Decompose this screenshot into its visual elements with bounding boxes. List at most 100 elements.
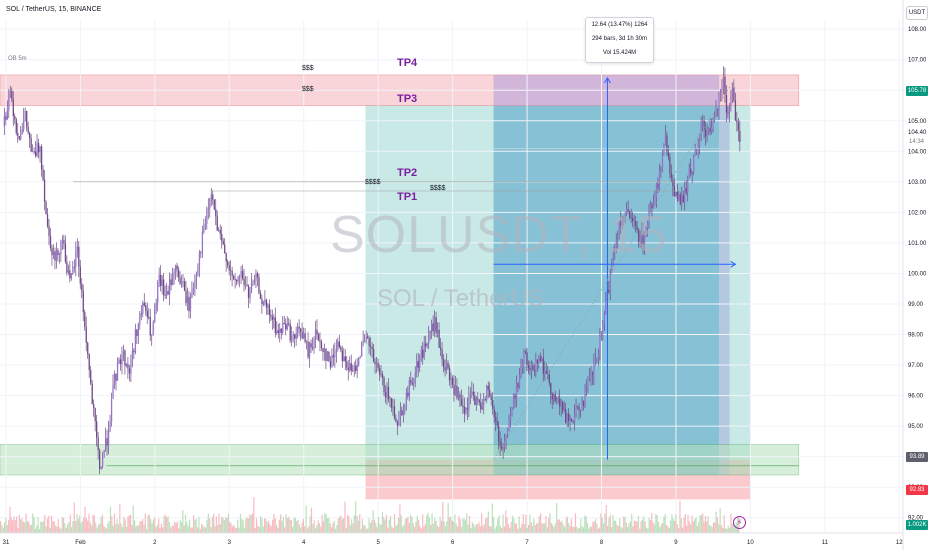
candle-body [261,298,263,305]
volume-bar [37,517,39,533]
volume-bar [4,522,6,533]
candle-body [669,156,671,174]
x-tick-label: 6 [451,540,455,546]
measure-arrow-right [730,260,737,268]
candle-body [171,274,174,285]
volume-bar [259,516,262,533]
candle-body [200,252,202,254]
candle-body [451,377,454,385]
volume-bar [10,517,12,533]
volume-bar [20,519,22,533]
candle-body [151,335,153,337]
candle-body [279,328,281,334]
candle-body [570,419,573,422]
candle-body [90,369,92,384]
candle-body [121,355,123,365]
volume-bar [604,513,606,533]
volume-bar [691,515,693,533]
volume-bar [272,519,274,533]
symbol-title: SOL / TetherUS, 15, BINANCE [6,6,102,13]
candle-body [307,341,309,358]
volume-bar [430,525,432,533]
y-tick-label: 99.00 [908,302,924,308]
volume-bar [97,524,100,533]
candle-body [262,302,265,305]
volume-bar [17,527,19,533]
volume-bar [612,515,614,533]
candle-body [216,216,218,231]
candle-body [82,290,84,313]
candle-body [136,329,138,337]
candle-body [457,394,460,398]
candle-body [419,356,421,368]
volume-bar [53,521,55,533]
volume-bar [313,520,315,533]
candle-body [209,200,211,209]
volume-bar [120,523,122,533]
y-tick-label: 103.00 [908,180,927,186]
volume-bar [155,527,157,533]
candle-body [356,365,358,371]
candle-body [33,151,35,153]
volume-bar [503,526,506,533]
candle-body [620,220,622,227]
candle-body [736,120,738,123]
volume-bar [369,523,372,533]
y-tick-label: 92.00 [908,516,924,522]
candle-body [240,270,242,276]
candle-body [234,278,236,280]
candle-body [392,406,394,408]
volume-bar [147,515,149,533]
candle-body [609,270,611,293]
volume-bar [36,525,38,533]
volume-bar [540,513,542,533]
currency-button[interactable]: USDT [906,6,928,20]
volume-bar [521,523,523,533]
volume-bar [395,525,397,533]
candle-body [335,349,338,353]
candle-body [718,95,720,111]
volume-bar [470,527,472,533]
volume-bar [522,514,524,533]
candle-body [375,362,378,365]
candle-body [579,410,582,412]
volume-bar [643,516,645,533]
volume-bar [309,516,311,533]
volume-bar [636,521,638,533]
volume-bar [700,514,703,533]
volume-bar [2,527,4,533]
candle-body [26,110,28,127]
volume-bar [182,510,184,533]
volume-bar [225,516,227,533]
volume-bar [80,522,82,533]
candle-body [9,90,11,98]
candle-body [660,169,662,171]
candle-body [133,350,135,353]
y-tick-label: 96.00 [908,394,924,400]
candle-body [280,328,282,333]
dollar-label-tp1: $$$$ [430,185,446,192]
candle-body [358,357,360,366]
candle-body [700,122,702,135]
volume-bar [52,521,54,533]
lightning-icon[interactable]: ⚡ [733,516,746,529]
volume-bar [391,526,393,533]
candle-body [442,359,445,368]
candle-body [60,241,62,255]
candle-body [72,266,74,274]
volume-bar [151,523,153,533]
volume-bar [517,528,519,533]
volume-bar [133,520,136,533]
volume-bar [171,525,173,533]
volume-bar [415,521,417,533]
volume-bar [353,515,355,533]
candle-body [731,87,734,95]
volume-bar [66,524,69,533]
volume-bar [285,514,287,533]
candle-body [410,379,412,384]
volume-bar [73,502,75,533]
volume-bar [58,527,61,533]
x-tick-label: 5 [377,540,381,546]
volume-bar [436,526,439,533]
